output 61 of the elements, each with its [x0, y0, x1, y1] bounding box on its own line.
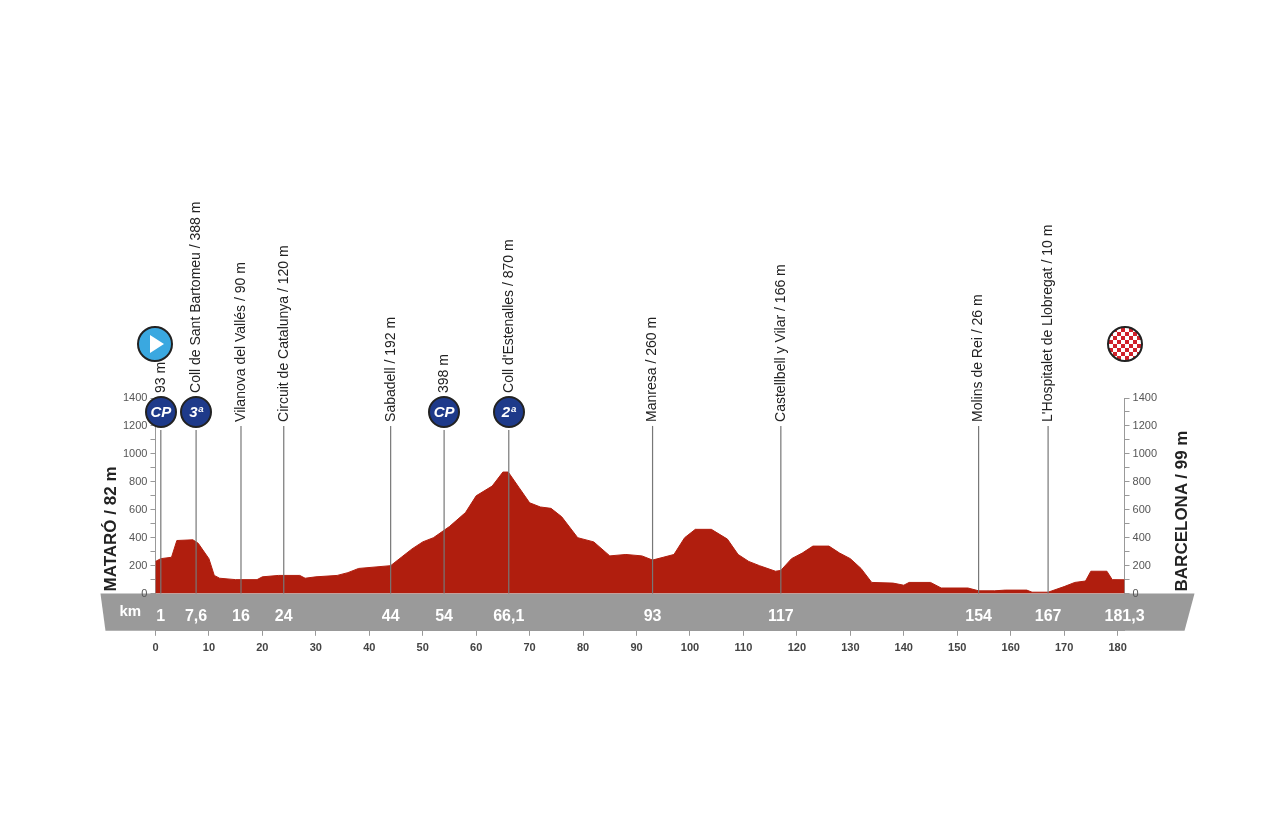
x-tick-label: 130 [841, 641, 860, 654]
y2-tick-label: 400 [1132, 530, 1151, 543]
y2-tick-label: 800 [1132, 474, 1151, 487]
y2-tick-label: 200 [1132, 558, 1151, 571]
x-tick-label: 140 [894, 641, 913, 654]
x2-tick-label: 44 [381, 606, 400, 624]
y2-tick-label: 0 [1132, 586, 1139, 599]
x-tick-label: 30 [309, 641, 322, 654]
mountain-icon: CP [428, 395, 461, 428]
y-axis-title: MATARÓ / 82 m [100, 466, 121, 592]
x2-axis-title: km [119, 602, 142, 620]
y-tick-label: 800 [129, 474, 148, 487]
x2-tick-label: 93 [643, 606, 662, 624]
x2-tick-label: 7,6 [184, 606, 208, 624]
x2-tick-label: 24 [274, 606, 293, 624]
x-tick-label: 90 [630, 641, 643, 654]
y2-tick-label: 1200 [1132, 418, 1158, 431]
x2-tick-label: 16 [232, 606, 250, 624]
ref-line-label: L'Hospitalet de Llobregat / 10 m [1038, 224, 1055, 422]
y2-axis-title: BARCELONA / 99 m [1172, 430, 1193, 592]
ref-line-label: Molins de Rei / 26 m [969, 294, 986, 422]
ref-line-label: Coll de Sant Bartomeu / 388 m [186, 201, 203, 393]
x2-tick-label: 167 [1034, 606, 1062, 624]
x-tick-label: 110 [734, 641, 753, 654]
x-tick-label: 40 [363, 641, 376, 654]
ref-line-label: Sabadell / 192 m [381, 316, 398, 422]
x-tick-label: 150 [948, 641, 967, 654]
x-tick-label: 70 [523, 641, 536, 654]
x2-tick-label: 54 [435, 606, 454, 624]
ref-line-label: Vilanova del Vallés / 90 m [231, 262, 248, 422]
y-tick-label: 600 [129, 502, 148, 515]
y-tick-label: 400 [129, 530, 148, 543]
y2-tick-label: 1000 [1132, 446, 1158, 459]
x-tick-label: 10 [202, 641, 216, 654]
x-tick-label: 180 [1108, 641, 1127, 654]
x2-tick-label: 117 [767, 606, 794, 624]
ref-line-label: Coll d'Estenalles / 870 m [499, 239, 516, 393]
x2-tick-label: 66,1 [493, 606, 525, 624]
ref-line-label: Manresa / 260 m [643, 316, 660, 422]
ref-line-label: Circuit de Catalunya / 120 m [274, 245, 291, 422]
y-tick-label: 200 [129, 558, 148, 571]
ref-line-label: 398 m [434, 354, 451, 393]
x-tick-label: 100 [680, 641, 700, 654]
x-tick-label: 80 [576, 641, 590, 654]
x2-tick-label: 1 [156, 606, 166, 624]
y-tick-label: 1000 [122, 446, 148, 459]
x-tick-label: 60 [470, 641, 483, 654]
mountain-icon: 2ª [492, 395, 525, 428]
x-tick-label: 0 [152, 641, 159, 654]
ref-line-label: Castellbell y Vilar / 166 m [771, 264, 788, 422]
x-tick-label: 20 [256, 641, 269, 654]
x-tick-label: 120 [787, 641, 807, 654]
x-tick-label: 50 [416, 641, 429, 654]
y2-tick-label: 1400 [1132, 391, 1158, 404]
ref-line-label: 93 m [151, 361, 168, 393]
x2-tick-label: 181,3 [1104, 606, 1145, 624]
x2-tick-label: 154 [965, 606, 993, 624]
x-tick-label: 160 [1001, 641, 1020, 654]
x-tick-label: 170 [1054, 641, 1074, 654]
mountain-icon: 3ª [180, 395, 213, 428]
y2-tick-label: 600 [1132, 502, 1151, 515]
